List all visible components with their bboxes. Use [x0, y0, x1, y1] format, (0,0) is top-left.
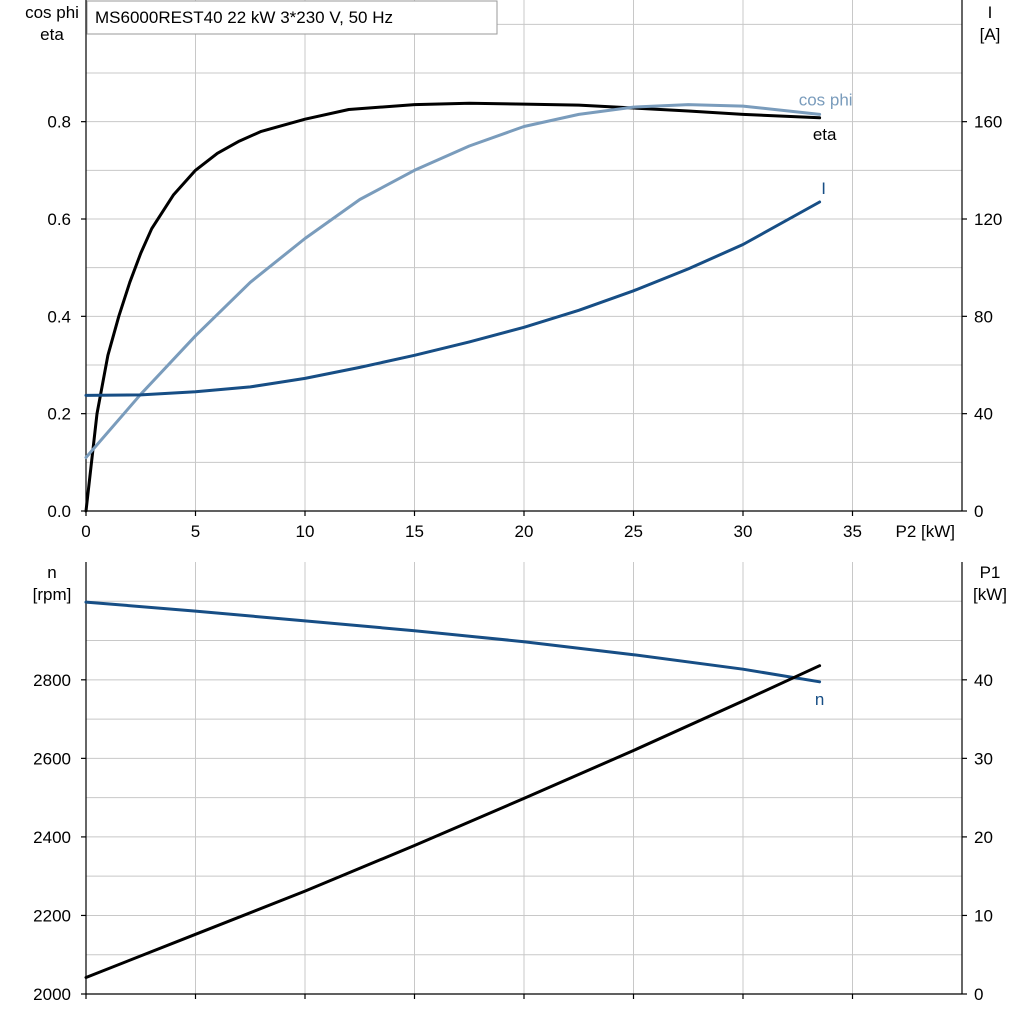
series-line-p1 [84, 664, 822, 979]
chart-title-box [86, 0, 498, 35]
x-tick-label: 25 [624, 522, 643, 541]
series-label-i: I [821, 179, 826, 198]
left-tick-label: 0.8 [47, 113, 71, 132]
right-axis-title-line2: [kW] [973, 585, 1007, 604]
x-tick-label: 15 [405, 522, 424, 541]
x-tick-label: 35 [843, 522, 862, 541]
chart-title: MS6000REST40 22 kW 3*230 V, 50 Hz [95, 8, 393, 27]
left-axis-title-line1: cos phi [25, 3, 79, 22]
x-tick-label: 10 [296, 522, 315, 541]
series-line-eta [84, 101, 822, 513]
x-tick-label: 0 [81, 522, 90, 541]
left-tick-label: 0.2 [47, 405, 71, 424]
series-line-i [84, 200, 822, 397]
series-label-eta: eta [813, 125, 837, 144]
right-tick-label: 40 [974, 671, 993, 690]
right-tick-label: 20 [974, 828, 993, 847]
right-tick-label: 10 [974, 906, 993, 925]
series-line-n [84, 600, 822, 684]
x-tick-label: 5 [191, 522, 200, 541]
series-label-n: n [815, 690, 824, 709]
right-tick-label: 80 [974, 307, 993, 326]
right-tick-label: 120 [974, 210, 1002, 229]
right-axis-title-line1: I [988, 3, 993, 22]
left-tick-label: 0.0 [47, 502, 71, 521]
series-label-cos-phi: cos phi [799, 90, 853, 109]
right-tick-label: 40 [974, 405, 993, 424]
right-axis-title-line2: [A] [980, 25, 1001, 44]
right-tick-label: 0 [974, 985, 983, 1004]
right-tick-label: 30 [974, 749, 993, 768]
left-tick-label: 2400 [33, 828, 71, 847]
left-axis-title-line1: n [47, 563, 56, 582]
left-tick-label: 2800 [33, 671, 71, 690]
left-tick-label: 2200 [33, 906, 71, 925]
x-tick-label: 30 [734, 522, 753, 541]
left-axis-title-line2: [rpm] [33, 585, 72, 604]
left-tick-label: 0.4 [47, 307, 71, 326]
left-tick-label: 2600 [33, 749, 71, 768]
right-tick-label: 160 [974, 113, 1002, 132]
right-tick-label: 0 [974, 502, 983, 521]
left-tick-label: 0.6 [47, 210, 71, 229]
x-axis-title: P2 [kW] [895, 522, 955, 541]
right-axis-title-line1: P1 [980, 563, 1001, 582]
x-tick-label: 20 [515, 522, 534, 541]
series-line-cos-phi [84, 103, 822, 459]
left-axis-title-line2: eta [40, 25, 64, 44]
left-tick-label: 2000 [33, 985, 71, 1004]
